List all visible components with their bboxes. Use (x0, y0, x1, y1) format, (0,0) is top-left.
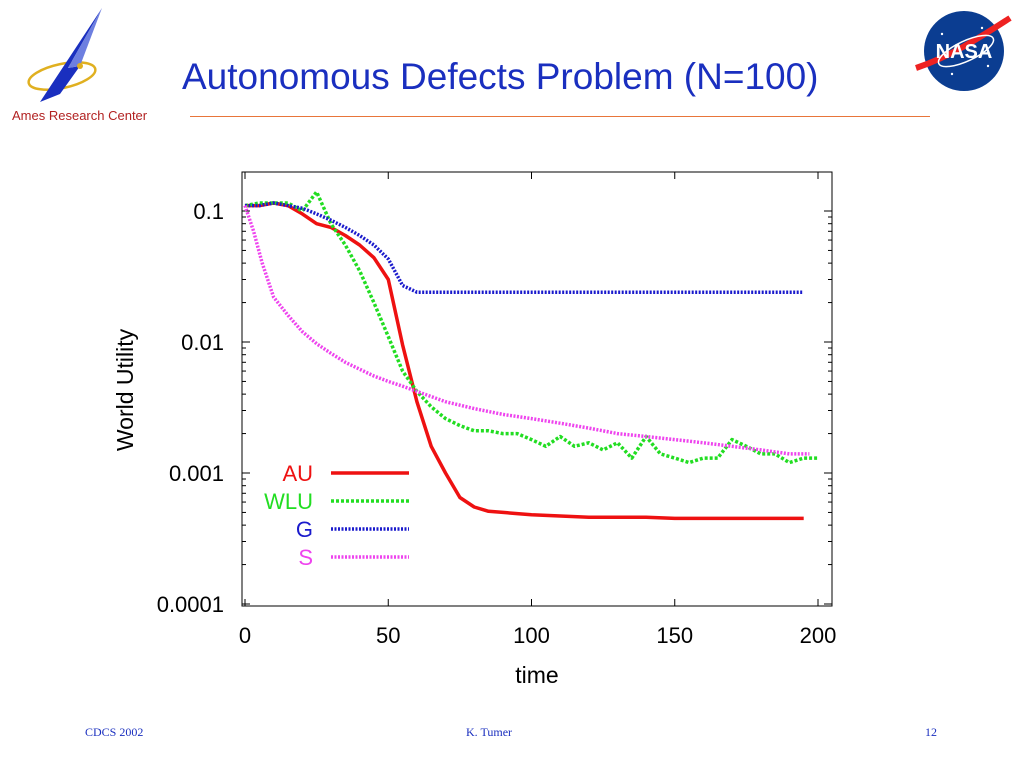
series-line-g (245, 201, 804, 294)
plot-frame (241, 171, 833, 607)
title-divider (190, 116, 930, 117)
y-tick-label: 0.001 (169, 461, 224, 486)
legend-label-au: AU (282, 461, 313, 486)
x-tick-label: 0 (239, 623, 251, 648)
series-line-s (243, 205, 810, 456)
legend-label-s: S (298, 545, 313, 570)
legend-label-g: G (296, 517, 313, 542)
series-line-au (245, 201, 804, 521)
footer-author: K. Tumer (466, 725, 513, 739)
y-tick-label: 0.1 (193, 199, 224, 224)
y-axis-label: World Utility (112, 328, 138, 451)
y-tick-label: 0.0001 (157, 592, 224, 617)
footer-conference: CDCS 2002 (85, 725, 144, 739)
legend-label-wlu: WLU (264, 489, 313, 514)
ames-label: Ames Research Center (12, 108, 148, 123)
slide-title: Autonomous Defects Problem (N=100) (182, 56, 819, 97)
x-axis-label: time (515, 662, 558, 688)
x-tick-label: 100 (513, 623, 550, 648)
x-tick-label: 200 (800, 623, 837, 648)
nasa-logo: NASA (915, 11, 1012, 91)
x-tick-label: 50 (376, 623, 400, 648)
nasa-text: NASA (936, 41, 993, 63)
footer-page-number: 12 (925, 725, 937, 739)
y-tick-label: 0.01 (181, 330, 224, 355)
ames-logo (27, 8, 102, 102)
x-tick-label: 150 (656, 623, 693, 648)
series-line-wlu (244, 190, 818, 465)
